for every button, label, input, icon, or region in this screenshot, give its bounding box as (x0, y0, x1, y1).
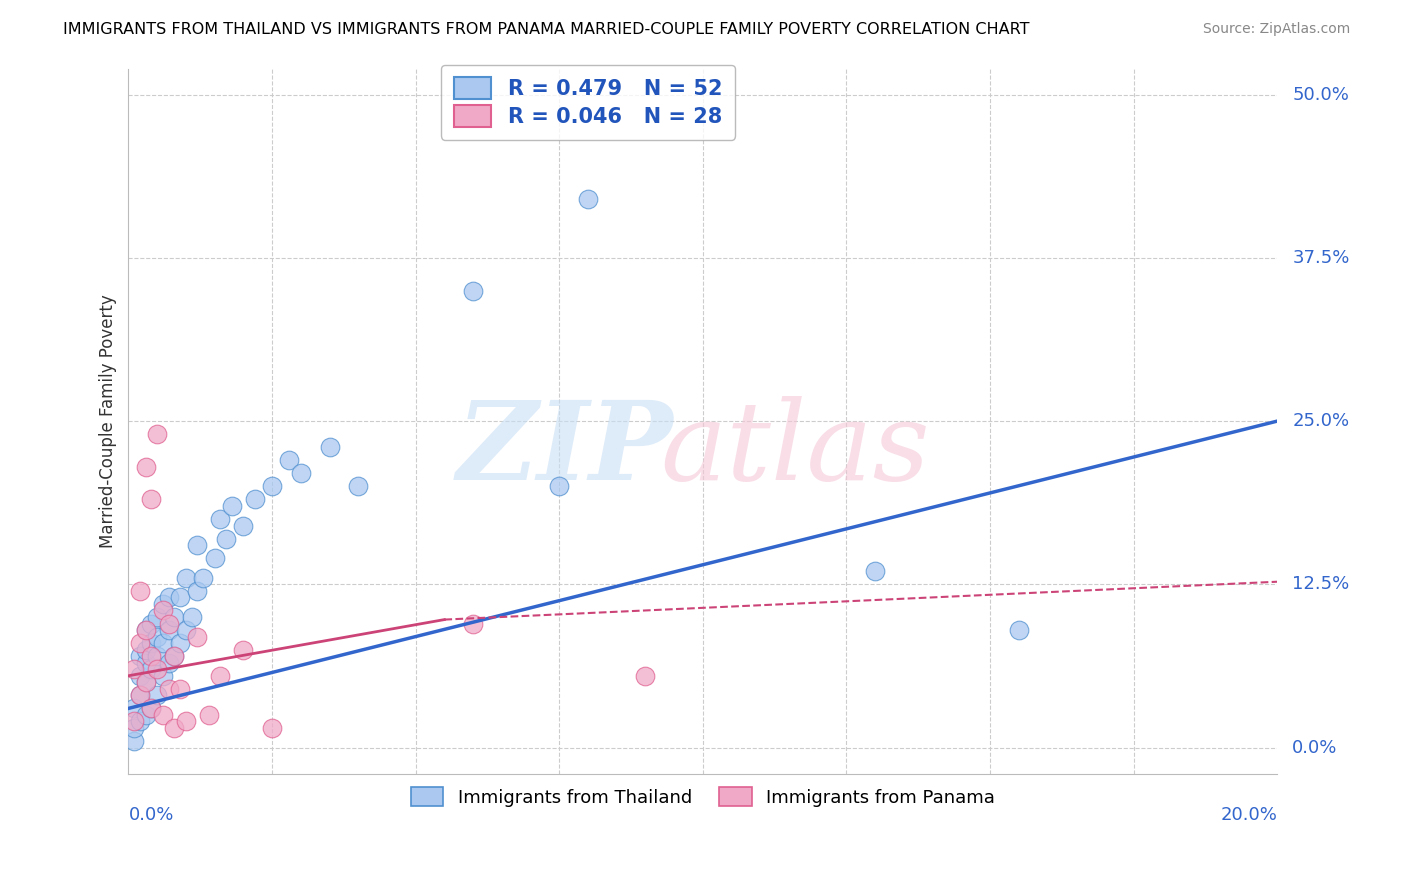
Text: 25.0%: 25.0% (1292, 412, 1350, 430)
Point (157, 591, 180, 605)
Point (141, 701, 163, 715)
Point (186, 630, 208, 644)
Point (243, 492, 266, 507)
Point (157, 681, 180, 696)
Point (129, 689, 152, 703)
Point (169, 636, 191, 650)
Text: IMMIGRANTS FROM THAILAND VS IMMIGRANTS FROM PANAMA MARRIED-COUPLE FAMILY POVERTY: IMMIGRANTS FROM THAILAND VS IMMIGRANTS F… (63, 22, 1029, 37)
Point (180, 610, 202, 624)
Point (129, 649, 152, 664)
Text: 37.5%: 37.5% (1292, 249, 1350, 267)
Point (174, 623, 197, 637)
Point (191, 571, 214, 585)
Point (129, 636, 152, 650)
Point (135, 623, 157, 637)
Point (232, 642, 254, 657)
Point (141, 701, 163, 715)
Text: atlas: atlas (659, 395, 929, 503)
Point (186, 583, 208, 598)
Point (169, 591, 191, 605)
Text: 0.0%: 0.0% (1292, 739, 1337, 756)
Point (146, 689, 169, 703)
Point (146, 649, 169, 664)
Point (157, 623, 180, 637)
Point (135, 642, 157, 657)
Point (278, 453, 301, 467)
Point (174, 714, 197, 729)
Text: 20.0%: 20.0% (1220, 806, 1277, 824)
Point (122, 721, 145, 735)
Point (863, 564, 886, 578)
Point (209, 512, 232, 526)
Point (1008, 623, 1031, 637)
Point (290, 467, 312, 481)
Point (163, 649, 186, 664)
Point (122, 734, 145, 748)
Point (135, 623, 157, 637)
Text: Source: ZipAtlas.com: Source: ZipAtlas.com (1202, 22, 1350, 37)
Text: 12.5%: 12.5% (1292, 575, 1350, 593)
Point (129, 669, 152, 683)
Point (146, 630, 169, 644)
Text: 0.0%: 0.0% (128, 806, 174, 824)
Point (141, 492, 163, 507)
Point (169, 681, 191, 696)
Point (163, 649, 186, 664)
Point (634, 669, 657, 683)
Point (152, 603, 174, 617)
Point (146, 662, 169, 676)
Point (221, 499, 243, 513)
Point (135, 675, 157, 690)
Point (135, 707, 157, 722)
Point (215, 532, 238, 546)
Point (163, 610, 186, 624)
Legend: Immigrants from Thailand, Immigrants from Panama: Immigrants from Thailand, Immigrants fro… (404, 780, 1002, 814)
Point (129, 714, 152, 729)
Point (461, 616, 484, 631)
Point (135, 656, 157, 670)
Point (198, 707, 221, 722)
Point (122, 714, 145, 729)
Point (163, 721, 186, 735)
Point (152, 636, 174, 650)
Y-axis label: Married-Couple Family Poverty: Married-Couple Family Poverty (100, 294, 117, 548)
Point (174, 571, 197, 585)
Point (141, 662, 163, 676)
Text: 50.0%: 50.0% (1292, 86, 1350, 103)
Point (146, 427, 169, 442)
Point (262, 479, 284, 493)
Point (262, 721, 284, 735)
Point (157, 616, 180, 631)
Point (141, 649, 163, 664)
Point (318, 440, 340, 454)
Point (141, 636, 163, 650)
Point (548, 479, 571, 493)
Point (122, 701, 145, 715)
Point (129, 583, 152, 598)
Point (157, 656, 180, 670)
Point (576, 192, 599, 206)
Point (141, 616, 163, 631)
Point (135, 675, 157, 690)
Point (461, 284, 484, 298)
Point (232, 518, 254, 533)
Point (186, 538, 208, 552)
Point (152, 707, 174, 722)
Point (122, 662, 145, 676)
Text: ZIP: ZIP (457, 395, 673, 503)
Point (129, 689, 152, 703)
Point (146, 610, 169, 624)
Point (204, 551, 226, 566)
Point (135, 459, 157, 474)
Point (152, 669, 174, 683)
Point (347, 479, 370, 493)
Point (209, 669, 232, 683)
Point (152, 597, 174, 611)
